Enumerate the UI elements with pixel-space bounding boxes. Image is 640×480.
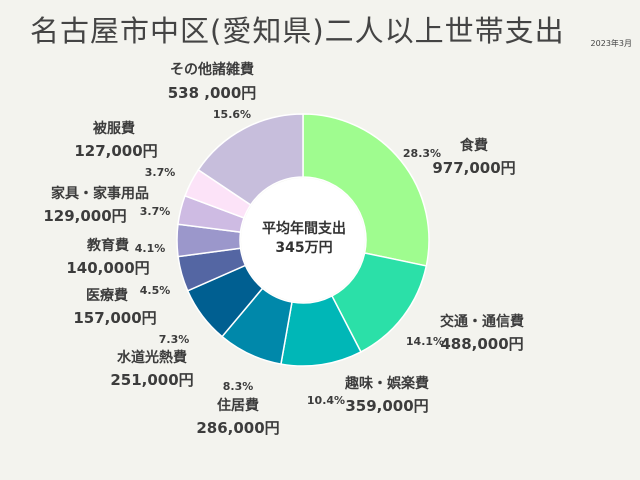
slice-label-10: その他諸雑費 xyxy=(170,61,254,78)
slice-percent-8: 3.7% xyxy=(140,205,171,218)
slice-amount-6: 157,000円 xyxy=(73,309,156,327)
slice-label-6: 医療費 xyxy=(86,287,128,304)
slice-10 xyxy=(197,113,304,206)
slice-label-4: 住居費 xyxy=(217,397,259,414)
slice-label-1: 食費 xyxy=(460,137,488,154)
slice-percent-3: 10.4% xyxy=(307,394,345,407)
slice-1 xyxy=(302,113,430,267)
slice-label-2: 交通・通信費 xyxy=(440,313,524,330)
slice-amount-3: 359,000円 xyxy=(345,397,428,415)
slice-percent-4: 8.3% xyxy=(223,380,254,393)
slice-amount-4: 286,000円 xyxy=(196,419,279,437)
slice-percent-6: 4.5% xyxy=(140,284,171,297)
slice-percent-5: 7.3% xyxy=(159,333,190,346)
slice-amount-8: 129,000円 xyxy=(43,207,126,225)
slice-label-3: 趣味・娯楽費 xyxy=(344,375,429,392)
slice-amount-9: 127,000円 xyxy=(74,142,157,160)
slice-percent-7: 4.1% xyxy=(135,242,166,255)
slice-amount-7: 140,000円 xyxy=(66,259,149,277)
slice-amount-5: 251,000円 xyxy=(110,371,193,389)
slice-percent-10: 15.6% xyxy=(213,108,251,121)
center-label-line1: 平均年間支出 xyxy=(262,221,346,237)
slice-amount-2: 488,000円 xyxy=(440,335,523,353)
chart-date: 2023年3月 xyxy=(590,39,632,48)
slice-label-5: 水道光熱費 xyxy=(117,349,187,366)
chart-title: 名古屋市中区(愛知県)二人以上世帯支出 xyxy=(30,14,565,48)
slice-label-8: 家具・家事用品 xyxy=(51,185,149,202)
slice-label-9: 被服費 xyxy=(93,120,135,137)
center-label: 平均年間支出 345万円 xyxy=(246,220,362,258)
donut-hole xyxy=(241,178,365,302)
slice-amount-10: 538 ,000円 xyxy=(168,84,257,102)
slice-label-7: 教育費 xyxy=(87,237,129,254)
slice-percent-9: 3.7% xyxy=(145,166,176,179)
center-label-line2: 345万円 xyxy=(275,240,333,256)
slice-percent-2: 14.1% xyxy=(406,335,444,348)
slice-amount-1: 977,000円 xyxy=(432,159,515,177)
slice-percent-1: 28.3% xyxy=(403,147,441,160)
